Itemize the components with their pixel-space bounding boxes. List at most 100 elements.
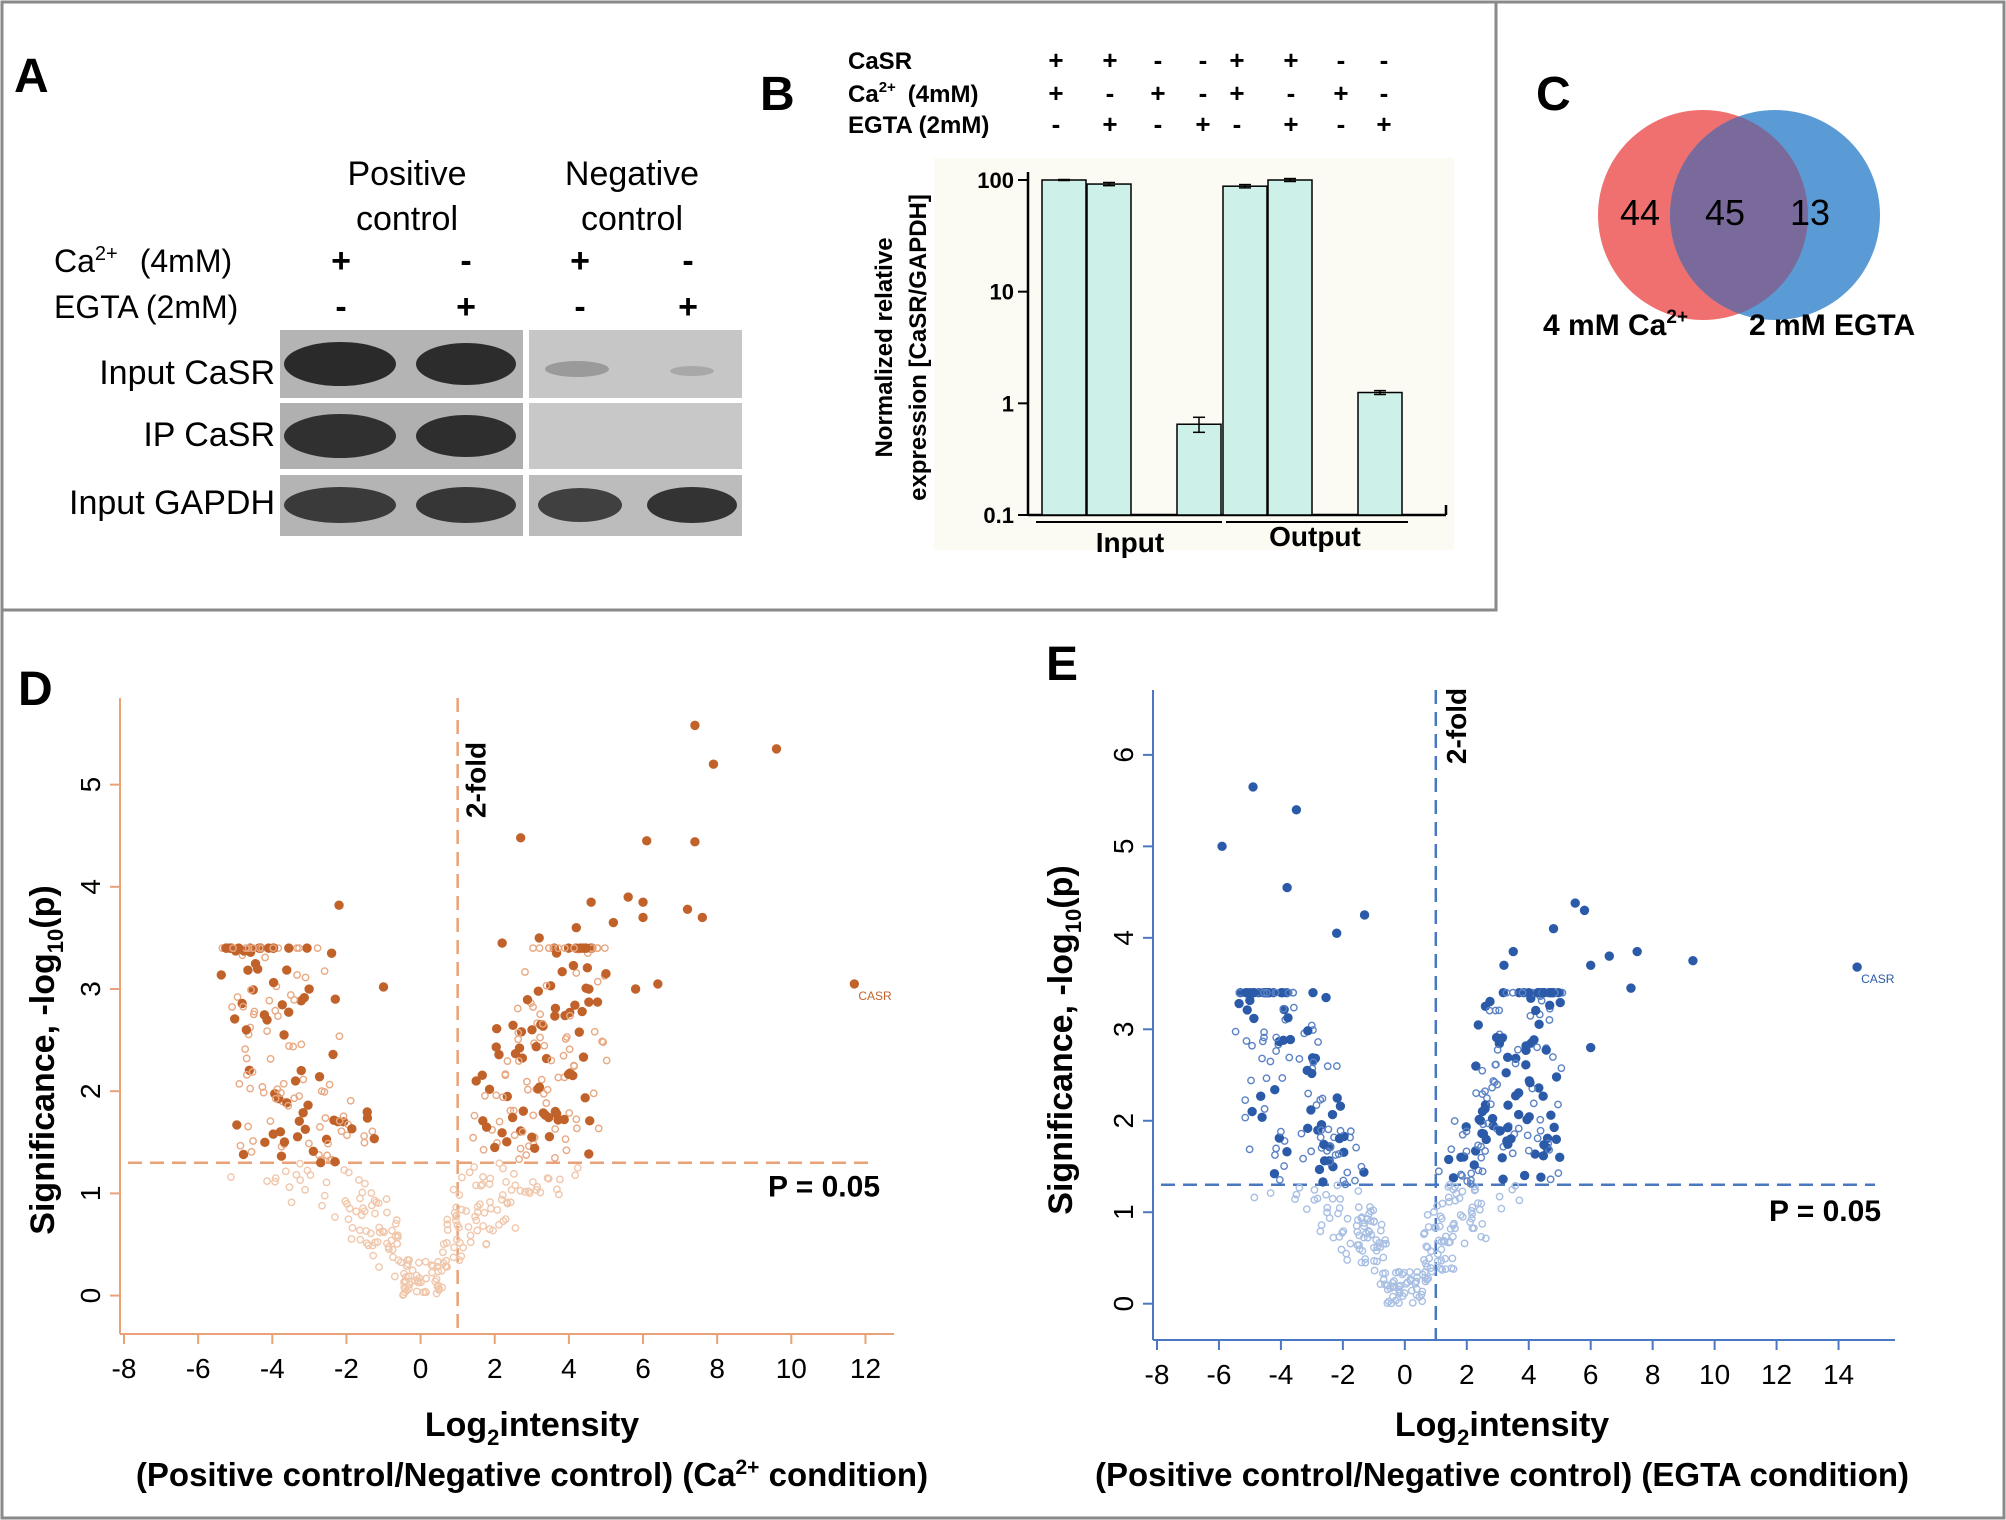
data-point — [1334, 1133, 1345, 1144]
p-label: P = 0.05 — [768, 1171, 880, 1204]
data-point — [263, 1027, 271, 1036]
data-point — [1247, 1076, 1255, 1085]
significant-point — [326, 948, 337, 958]
data-point — [1334, 1209, 1342, 1218]
data-point — [1449, 1265, 1458, 1273]
data-point — [450, 1243, 459, 1252]
data-point — [344, 1168, 353, 1177]
data-point — [1316, 1227, 1325, 1236]
data-point — [1441, 1265, 1450, 1274]
data-point — [296, 1176, 305, 1184]
significant-point — [1548, 923, 1559, 934]
data-point — [1336, 1195, 1345, 1203]
data-point — [561, 1135, 570, 1144]
data-point — [266, 1117, 275, 1126]
significant-point — [708, 759, 719, 769]
data-point — [593, 944, 602, 953]
data-point — [1551, 1134, 1562, 1145]
data-point — [1353, 1241, 1362, 1250]
data-point — [1245, 995, 1255, 1006]
data-point — [347, 1124, 357, 1134]
data-point — [1467, 1169, 1476, 1178]
data-point — [1525, 1077, 1535, 1088]
data-point — [572, 1124, 581, 1133]
data-point — [481, 1091, 489, 1100]
condition-sign: + — [1048, 45, 1063, 75]
significant-point — [515, 833, 526, 843]
data-point — [1247, 1106, 1257, 1117]
x-tick-label: 12 — [850, 1353, 881, 1384]
x-tick-label: 14 — [1823, 1359, 1854, 1390]
data-point — [480, 1208, 489, 1217]
significant-point — [608, 917, 619, 928]
data-point — [501, 1215, 510, 1224]
data-point — [276, 1151, 287, 1161]
y-tick-label: 0 — [1108, 1296, 1139, 1312]
data-point — [1370, 1257, 1378, 1265]
data-point — [1363, 1233, 1372, 1242]
data-point — [1546, 1175, 1555, 1184]
data-point — [528, 1178, 537, 1186]
data-point — [501, 1071, 510, 1080]
data-point — [1467, 1176, 1475, 1185]
data-point — [1394, 1268, 1403, 1276]
data-point — [261, 953, 269, 962]
data-point — [1474, 1166, 1483, 1175]
data-point — [1545, 1145, 1554, 1154]
data-point — [1451, 1224, 1459, 1233]
data-point — [1366, 1203, 1374, 1211]
data-point — [387, 1236, 396, 1245]
y-tick-label: 1 — [1108, 1204, 1139, 1220]
data-point — [357, 1211, 366, 1220]
significant-point — [1499, 960, 1509, 970]
data-point — [246, 1084, 255, 1093]
data-point — [434, 1267, 443, 1276]
data-point — [324, 1139, 332, 1148]
data-point — [1339, 1176, 1348, 1185]
data-point — [584, 984, 594, 994]
condition-sign: - — [1199, 78, 1208, 108]
data-point — [249, 1137, 257, 1145]
data-point — [302, 943, 312, 953]
significant-point — [527, 1132, 537, 1142]
data-point — [1242, 1005, 1252, 1015]
data-point — [539, 1089, 548, 1098]
panel-b: B CaSR + + - - + + - -Ca2+ (4mM) + - + - + - + -EGTA (2mM… — [760, 45, 1454, 558]
data-point — [1275, 1175, 1284, 1184]
data-point — [1316, 1133, 1325, 1142]
data-point — [1359, 1233, 1368, 1242]
data-point — [1478, 1167, 1487, 1176]
data-point — [511, 1224, 520, 1232]
data-point — [1468, 1203, 1477, 1212]
data-point — [276, 1089, 285, 1097]
condition-sign: + — [1195, 109, 1210, 139]
significant-point — [586, 897, 596, 907]
data-point — [1526, 1011, 1535, 1020]
data-point — [433, 1262, 442, 1271]
data-point — [1351, 1176, 1359, 1185]
condition-sign: + — [1283, 45, 1298, 75]
data-point — [508, 1020, 518, 1030]
data-point — [495, 1220, 503, 1229]
data-point — [346, 1096, 355, 1105]
casr-label: CASR — [1861, 972, 1895, 986]
significant-point — [601, 968, 611, 979]
data-point — [1408, 1298, 1417, 1307]
data-point — [1383, 1299, 1392, 1308]
data-point — [568, 1070, 578, 1081]
data-point — [1412, 1285, 1421, 1293]
xlabel-e: Log2intensity — [1395, 1406, 1609, 1450]
data-point — [304, 1139, 313, 1148]
data-point — [1285, 1053, 1294, 1062]
data-point — [289, 1042, 298, 1051]
data-point — [469, 1133, 478, 1142]
data-point — [1272, 1144, 1281, 1153]
data-point — [1354, 1187, 1363, 1195]
data-point — [391, 1219, 400, 1228]
condition-sign: - — [1052, 109, 1061, 139]
data-point — [1521, 1060, 1531, 1070]
data-point — [1379, 1253, 1388, 1262]
data-point — [1457, 1170, 1465, 1179]
significant-point — [642, 836, 652, 846]
